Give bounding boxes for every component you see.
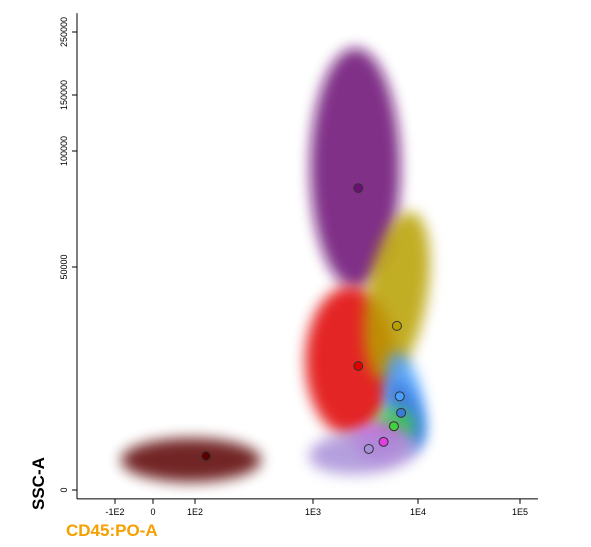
centroid — [394, 391, 405, 402]
y-tick-label: 0 — [59, 487, 69, 492]
y-tick-label: 250000 — [59, 17, 69, 47]
y-tick-label: 50000 — [59, 254, 69, 279]
x-tick-label: -1E2 — [105, 507, 124, 517]
x-tick-label: 1E5 — [512, 507, 528, 517]
y-tick-label: 100000 — [59, 136, 69, 166]
centroid — [391, 320, 402, 331]
population-cloud — [363, 212, 430, 380]
x-tick-label: 1E3 — [305, 507, 321, 517]
x-tick-label: 1E4 — [410, 507, 426, 517]
centroid — [201, 451, 212, 462]
centroid — [388, 421, 399, 432]
centroid — [353, 361, 364, 372]
centroid — [378, 436, 389, 447]
population-cloud — [121, 438, 262, 483]
centroid — [353, 183, 364, 194]
population-cloud — [310, 48, 401, 289]
centroid — [396, 407, 407, 418]
y-tick-label: 150000 — [59, 80, 69, 110]
centroid — [363, 443, 374, 454]
y-axis-title: SSC-A — [29, 457, 48, 510]
population-cloud — [308, 429, 419, 475]
x-axis-title: CD45:PO-A — [66, 521, 158, 540]
x-tick-label: 1E2 — [187, 507, 203, 517]
x-tick-label: 0 — [150, 507, 155, 517]
